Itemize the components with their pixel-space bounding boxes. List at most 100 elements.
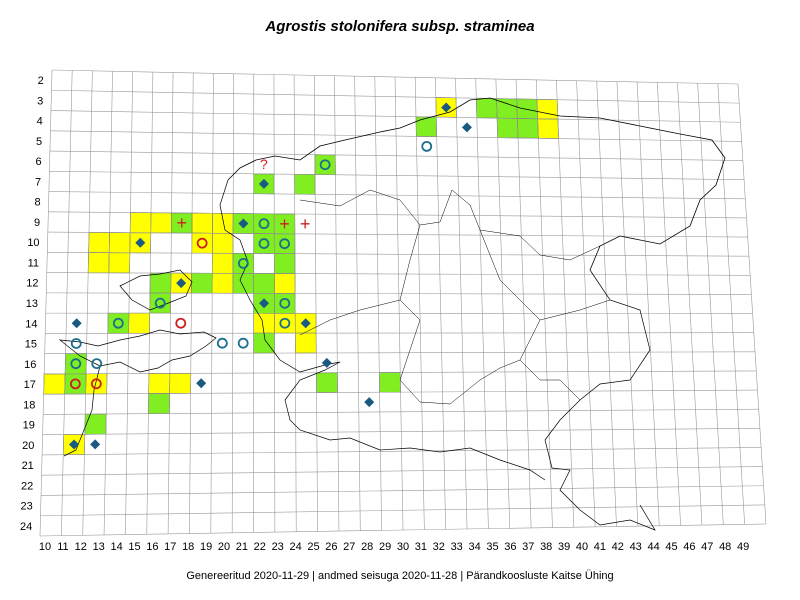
green-cell — [273, 233, 296, 254]
grid-line-vertical — [656, 82, 681, 526]
west-coast — [219, 179, 341, 373]
y-axis-label: 10 — [27, 237, 39, 249]
green-cell — [107, 312, 130, 334]
yellow-cell — [169, 373, 192, 394]
grid-line-horizontal — [50, 130, 742, 142]
y-axis-label: 6 — [36, 156, 42, 168]
blue-ring-marker — [258, 218, 270, 230]
grid-line-horizontal — [43, 408, 759, 415]
yellow-cell — [274, 273, 296, 294]
map-title: Agrostis stolonifera subsp. straminea — [265, 18, 535, 35]
south-coast — [284, 361, 546, 481]
x-axis-label: 30 — [397, 541, 409, 553]
x-axis-label: 43 — [630, 541, 642, 553]
grid-line-vertical — [210, 73, 214, 534]
grid-line-vertical — [334, 75, 340, 532]
grid-line-horizontal — [48, 211, 747, 219]
grid-line-horizontal — [40, 504, 765, 517]
y-axis-label: 13 — [26, 298, 38, 310]
grid-line-horizontal — [42, 428, 760, 435]
x-axis-label: 42 — [612, 541, 624, 553]
grid-line-vertical — [273, 74, 276, 533]
blue-ring-marker — [91, 358, 103, 370]
y-axis-label: 3 — [37, 95, 43, 107]
x-axis-label: 22 — [254, 541, 266, 553]
yellow-cell — [108, 252, 131, 274]
grid-line-horizontal — [41, 485, 764, 496]
y-axis-label: 11 — [28, 257, 39, 269]
grid-line-vertical — [737, 83, 767, 525]
grid-line-vertical — [189, 72, 194, 534]
y-axis-label: 4 — [37, 116, 43, 128]
x-axis-label: 21 — [236, 541, 248, 553]
yellow-cell — [212, 232, 234, 254]
yellow-cell — [212, 212, 234, 234]
grid-line-vertical — [495, 79, 511, 529]
blue-ring-marker — [216, 337, 228, 349]
yellow-cell — [88, 232, 110, 253]
grid-line-vertical — [616, 81, 639, 527]
yellow-cell — [85, 373, 108, 395]
diamond-marker — [300, 318, 311, 329]
y-axis-label: 24 — [20, 521, 32, 533]
x-axis-label: 20 — [218, 541, 230, 553]
y-axis-label: 18 — [23, 399, 35, 411]
x-axis-label: 19 — [200, 541, 212, 553]
yellow-cell — [150, 212, 172, 234]
y-axis-label: 9 — [34, 217, 40, 229]
x-axis-label: 16 — [146, 541, 158, 553]
island-hiiumaa — [119, 269, 193, 311]
x-axis-label: 37 — [522, 541, 534, 553]
y-axis-label: 2 — [38, 75, 44, 87]
diamond-marker — [238, 218, 249, 229]
blue-ring-marker — [279, 297, 291, 309]
yellow-cell — [536, 99, 559, 120]
x-axis-label: 49 — [737, 541, 749, 553]
blue-ring-marker — [319, 159, 331, 171]
grid-line-horizontal — [46, 292, 752, 295]
green-cell — [274, 293, 296, 314]
grid-line-vertical — [61, 70, 73, 536]
green-cell — [64, 373, 87, 395]
diamond-marker — [69, 439, 80, 450]
x-axis-label: 17 — [164, 541, 176, 553]
grid-line-vertical — [394, 76, 404, 531]
diamond-marker — [259, 298, 270, 309]
island-saaremaa — [58, 329, 217, 457]
green-cell — [517, 118, 539, 139]
x-axis-label: 15 — [128, 541, 140, 553]
grid-line-vertical — [697, 83, 724, 525]
yellow-cell — [87, 252, 110, 274]
yellow-cell — [274, 312, 296, 334]
grid-line-vertical — [535, 79, 553, 528]
yellow-cell — [537, 118, 559, 139]
yellow-cell — [43, 373, 66, 395]
grid-line-horizontal — [44, 351, 756, 354]
yellow-cell — [253, 312, 275, 334]
diamond-marker — [364, 397, 375, 408]
green-cell — [149, 272, 172, 294]
blue-ring-marker — [258, 238, 270, 249]
diamond-marker — [258, 178, 269, 189]
grid-line-vertical — [293, 74, 297, 532]
green-cell — [253, 213, 275, 234]
x-axis-label: 11 — [57, 541, 68, 553]
grid-line-horizontal — [45, 332, 754, 334]
green-cell — [378, 372, 401, 393]
grid-line-vertical — [313, 75, 318, 532]
green-cell — [314, 154, 336, 176]
x-axis-label: 29 — [379, 541, 391, 553]
grid-line-horizontal — [49, 171, 745, 180]
red-plus-marker: + — [176, 213, 187, 233]
grid-line-horizontal — [48, 191, 746, 200]
x-axis-label: 46 — [683, 541, 695, 553]
x-axis-label: 28 — [361, 541, 373, 553]
county-borders — [299, 189, 611, 405]
green-cell — [516, 98, 538, 120]
grid-line-vertical — [167, 72, 174, 534]
y-axis-label: 5 — [36, 136, 42, 148]
x-axis-label: 47 — [701, 541, 713, 553]
x-axis-labels: 10 11 12 13 14 15 16 17 18 19 20 21 22 23 24 25 26 27 28 29… — [39, 541, 749, 553]
inland-border — [544, 269, 656, 531]
grid-line-horizontal — [44, 370, 757, 375]
